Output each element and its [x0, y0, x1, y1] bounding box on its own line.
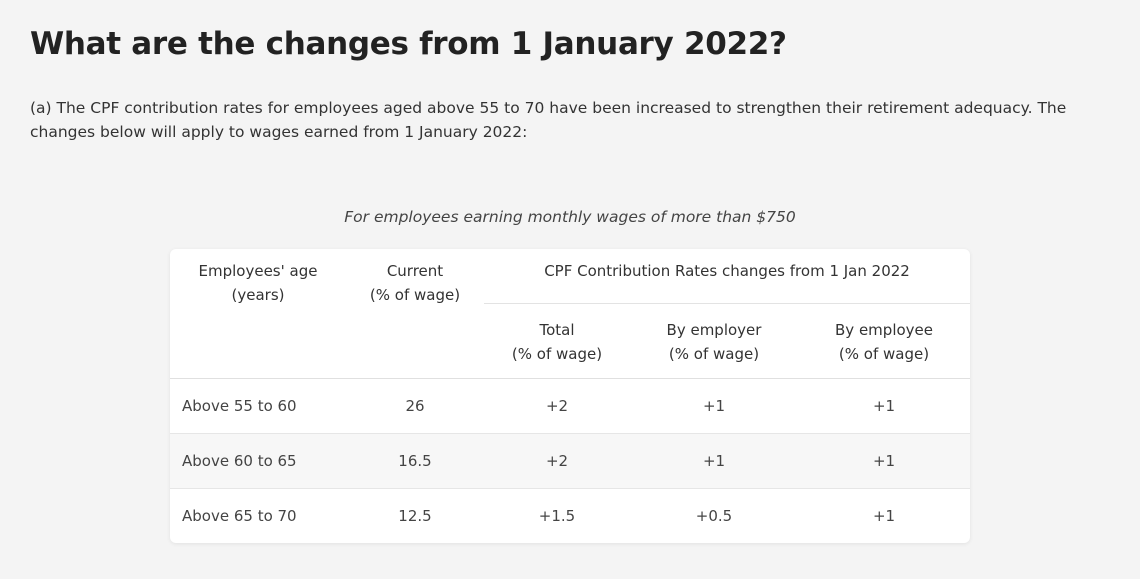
rate-cell: +1: [630, 433, 798, 489]
rates-table: Employees' age (years) Current (% of wage)…: [170, 249, 970, 543]
page-title: What are the changes from 1 January 2022…: [30, 26, 787, 62]
table-caption: For employees earning monthly wages of m…: [344, 208, 796, 226]
table-body: Above 55 to 60 26 +2 +1 +1 Above 60 to 65 16.5…: [170, 378, 970, 543]
age-cell: Above 55 to 60: [170, 378, 346, 434]
rate-cell: +1: [630, 378, 798, 434]
header-text: (% of wage): [838, 344, 930, 363]
header-text: CPF Contribution Rates changes from 1 Ja…: [544, 262, 910, 280]
rate-cell: +1: [798, 378, 970, 434]
header-text: By employee: [835, 320, 933, 339]
header-text: (% of wage): [668, 344, 760, 363]
rate-cell: 16.5: [346, 433, 484, 489]
rate-cell: +1: [872, 506, 896, 525]
rate-cell: +1: [798, 433, 970, 489]
header-group: CPF Contribution Rates changes from 1 Ja…: [484, 249, 970, 304]
rate-cell: +0.5: [695, 506, 733, 525]
header-text: (% of wage): [369, 286, 461, 304]
rate-cell: +1.5: [538, 506, 576, 525]
header-cell: Employees' age (years): [170, 249, 346, 379]
header-cell: Current (% of wage): [346, 249, 484, 379]
rate-cell: +2: [484, 378, 630, 434]
intro-text: (a) The CPF contribution rates for emplo…: [30, 99, 1067, 141]
table-card: Employees' age (years) Current (% of wage)…: [170, 249, 970, 543]
header-text: Total: [539, 320, 575, 339]
rate-cell: 12.5: [398, 506, 432, 525]
table-row: Above 55 to 60 26 +2 +1 +1: [170, 378, 970, 434]
header-cell: Total (% of wage): [484, 303, 630, 379]
age-cell: Above 65 to 70: [182, 506, 297, 525]
header-text: (years): [231, 286, 285, 304]
age-cell: Above 60 to 65: [170, 433, 346, 489]
header-text: Current: [386, 262, 444, 280]
table-row: Above 60 to 65 16.5 +2 +1 +1: [170, 433, 970, 489]
header-text: Employees' age: [198, 262, 318, 280]
table-row: Above 65 to 70 12.5 +1.5 +0.5 +1: [170, 488, 970, 543]
header-text: (% of wage): [511, 344, 603, 363]
header-cell: By employee (% of wage): [798, 303, 970, 379]
rate-cell: 26: [346, 378, 484, 434]
rate-cell: +2: [484, 433, 630, 489]
header-cell: By employer (% of wage): [630, 303, 798, 379]
header-text: By employer: [666, 320, 762, 339]
